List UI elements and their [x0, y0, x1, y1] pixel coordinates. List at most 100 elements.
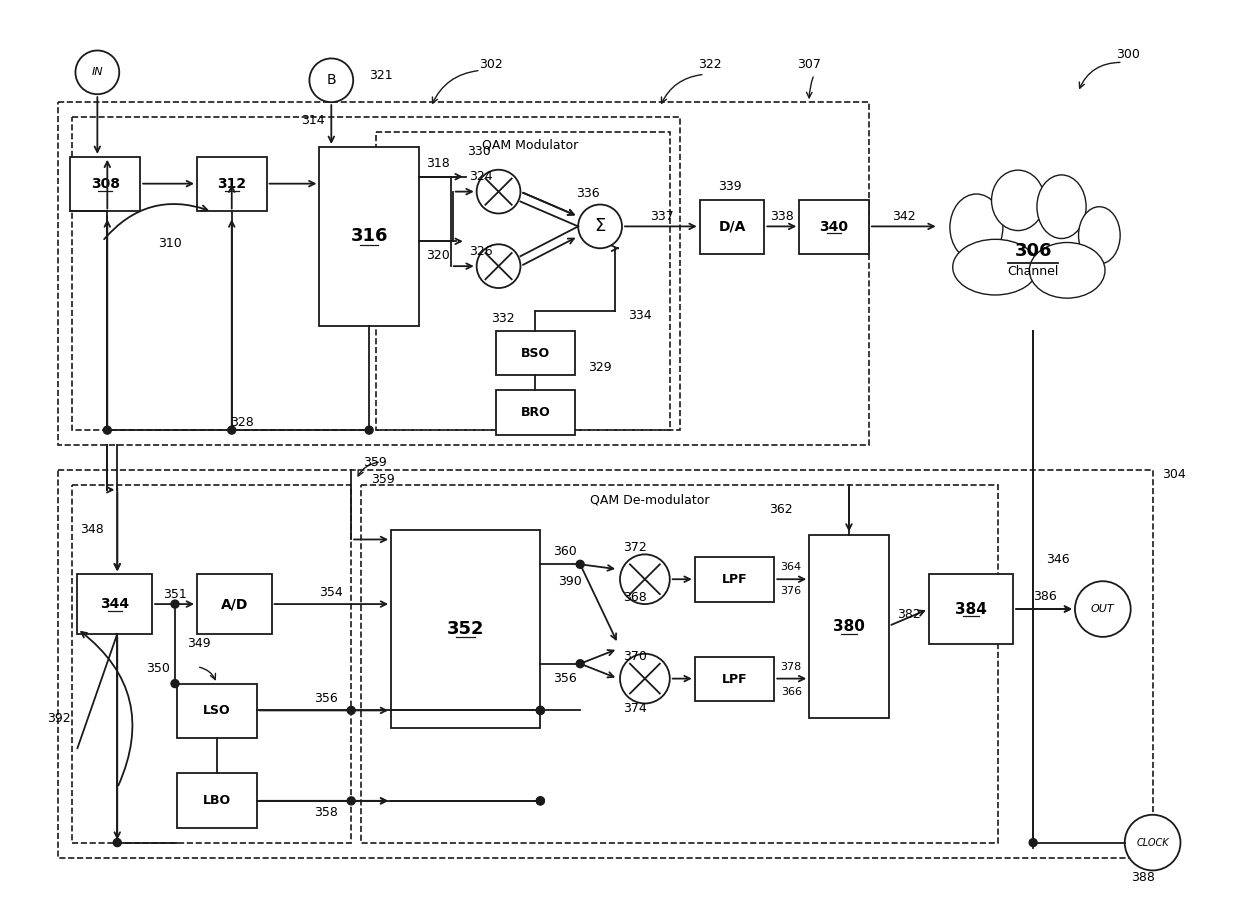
Text: 368: 368: [622, 590, 647, 604]
Circle shape: [476, 244, 521, 288]
Circle shape: [620, 554, 670, 604]
Bar: [496, 331, 575, 375]
Text: 352: 352: [446, 619, 485, 638]
Bar: [77, 574, 153, 634]
Text: 359: 359: [363, 456, 387, 470]
Text: 354: 354: [320, 586, 343, 599]
Text: 362: 362: [769, 503, 792, 516]
Text: 390: 390: [558, 575, 582, 588]
Bar: [71, 157, 140, 211]
Text: 306: 306: [1014, 242, 1052, 260]
Text: 382: 382: [897, 608, 920, 620]
Circle shape: [228, 426, 236, 434]
Text: 386: 386: [1033, 590, 1056, 602]
Bar: [694, 657, 774, 701]
Bar: [72, 485, 351, 843]
Text: LPF: LPF: [722, 673, 748, 686]
Circle shape: [76, 51, 119, 94]
Text: 329: 329: [588, 361, 611, 374]
Text: 374: 374: [622, 702, 647, 715]
Text: 340: 340: [820, 219, 848, 234]
Circle shape: [310, 58, 353, 102]
Text: 380: 380: [833, 619, 866, 634]
Text: Channel: Channel: [1007, 265, 1059, 278]
Text: 302: 302: [479, 58, 502, 71]
Text: 359: 359: [371, 473, 394, 486]
Circle shape: [1075, 581, 1131, 637]
Text: 324: 324: [469, 171, 492, 183]
Circle shape: [476, 170, 521, 213]
Circle shape: [365, 426, 373, 434]
Text: BRO: BRO: [521, 406, 551, 419]
Bar: [361, 485, 998, 843]
Circle shape: [1125, 814, 1180, 871]
Text: A/D: A/D: [221, 597, 248, 611]
Ellipse shape: [1037, 175, 1086, 239]
Circle shape: [171, 600, 179, 608]
Text: QAM Modulator: QAM Modulator: [482, 139, 579, 151]
Text: 330: 330: [466, 145, 491, 159]
Circle shape: [537, 707, 544, 715]
Text: 346: 346: [1047, 553, 1070, 566]
Circle shape: [578, 205, 622, 249]
Text: 308: 308: [91, 177, 120, 191]
Text: 349: 349: [187, 638, 211, 650]
Text: BSO: BSO: [521, 346, 551, 359]
Text: 312: 312: [217, 177, 247, 191]
Text: 326: 326: [469, 245, 492, 258]
Text: 356: 356: [315, 692, 339, 705]
Text: $\Sigma$: $\Sigma$: [594, 218, 606, 236]
Text: 364: 364: [781, 562, 802, 572]
Bar: [496, 390, 575, 435]
Circle shape: [103, 426, 112, 434]
Text: 321: 321: [370, 69, 393, 82]
Text: LBO: LBO: [203, 794, 231, 807]
Text: 314: 314: [301, 113, 325, 127]
Text: 300: 300: [1116, 48, 1140, 61]
Bar: [929, 574, 1013, 644]
Circle shape: [347, 707, 355, 715]
Text: 358: 358: [315, 806, 339, 819]
Bar: [197, 574, 272, 634]
Bar: [694, 558, 774, 602]
Text: 366: 366: [781, 687, 802, 697]
Text: CLOCK: CLOCK: [1136, 837, 1169, 848]
Bar: [57, 470, 1153, 857]
Bar: [72, 117, 680, 430]
Text: 388: 388: [1131, 871, 1154, 884]
Text: 304: 304: [1163, 468, 1187, 482]
Text: IN: IN: [92, 67, 103, 77]
Text: 392: 392: [47, 712, 71, 725]
Text: 356: 356: [553, 672, 577, 685]
Bar: [391, 530, 541, 728]
Text: 332: 332: [491, 312, 515, 326]
Text: 360: 360: [553, 545, 577, 558]
Circle shape: [577, 561, 584, 569]
Bar: [177, 684, 257, 738]
Ellipse shape: [952, 239, 1038, 295]
Text: 372: 372: [622, 541, 647, 554]
Ellipse shape: [950, 194, 1003, 261]
Text: 350: 350: [146, 662, 170, 675]
Text: 322: 322: [698, 58, 722, 71]
Bar: [810, 534, 889, 718]
Ellipse shape: [1029, 242, 1105, 298]
Text: OUT: OUT: [1091, 604, 1115, 614]
Circle shape: [620, 654, 670, 704]
Ellipse shape: [992, 171, 1044, 230]
Text: LSO: LSO: [203, 705, 231, 717]
Text: 318: 318: [427, 157, 450, 171]
Bar: [376, 132, 670, 430]
Text: 310: 310: [159, 237, 182, 249]
Text: 378: 378: [781, 662, 802, 672]
Text: LPF: LPF: [722, 573, 748, 586]
Bar: [57, 102, 869, 445]
Text: B: B: [326, 73, 336, 87]
Text: 328: 328: [229, 415, 253, 429]
Bar: [197, 157, 267, 211]
Text: 342: 342: [892, 210, 915, 223]
Text: 339: 339: [718, 180, 742, 193]
Circle shape: [1029, 839, 1037, 846]
Text: 307: 307: [797, 58, 821, 71]
Bar: [177, 773, 257, 828]
